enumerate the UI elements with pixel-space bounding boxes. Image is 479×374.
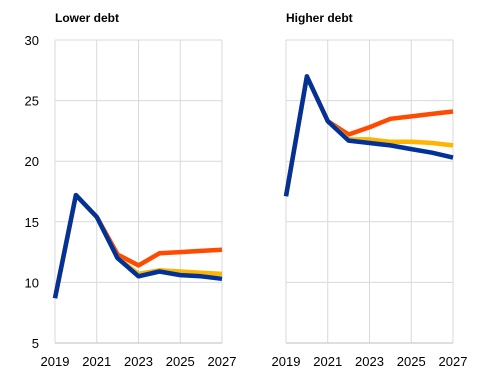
y-tick-label: 25 xyxy=(25,94,39,109)
x-tick-label: 2027 xyxy=(208,354,237,369)
series-line-3 xyxy=(52,192,223,299)
x-tick-label: 2023 xyxy=(124,354,153,369)
x-tick-label: 2021 xyxy=(82,354,111,369)
chart-title: Lower debt xyxy=(55,11,119,25)
y-tick-label: 5 xyxy=(32,336,39,351)
y-tick-label: 30 xyxy=(25,33,39,48)
y-tick-label: 10 xyxy=(25,275,39,290)
chart-panel-higher-debt: Higher debt 2019 2021 2023 2025 2027 xyxy=(272,11,468,369)
y-tick-label: 15 xyxy=(25,215,39,230)
x-tick-label: 2027 xyxy=(439,354,468,369)
series-line-3 xyxy=(283,74,454,197)
y-tick-label: 20 xyxy=(25,154,39,169)
x-tick-label: 2021 xyxy=(313,354,342,369)
chart-title: Higher debt xyxy=(286,11,353,25)
x-tick-label: 2023 xyxy=(355,354,384,369)
x-tick-label: 2019 xyxy=(41,354,70,369)
x-tick-label: 2025 xyxy=(397,354,426,369)
x-tick-label: 2019 xyxy=(272,354,301,369)
x-tick-label: 2025 xyxy=(166,354,195,369)
